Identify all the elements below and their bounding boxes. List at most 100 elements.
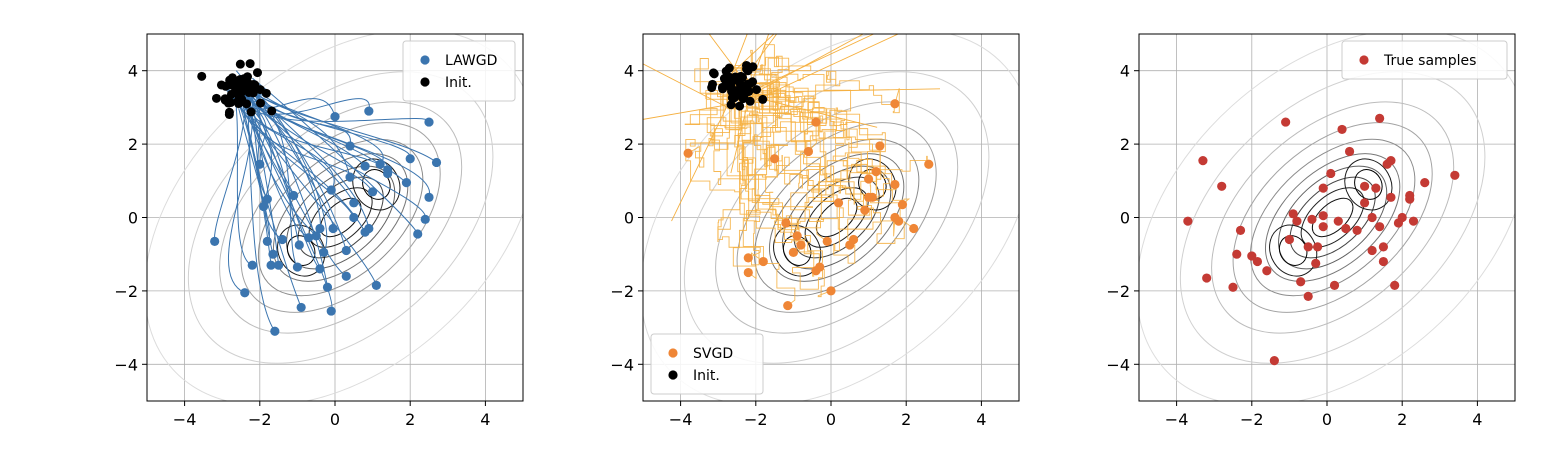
init-point — [220, 95, 230, 105]
sample-points — [683, 99, 934, 311]
data-point — [360, 161, 370, 171]
data-point — [1311, 258, 1321, 268]
data-point — [871, 167, 881, 177]
trajectory-line — [242, 83, 351, 178]
data-point — [924, 159, 934, 169]
init-point — [752, 85, 762, 95]
y-tick-label: −4 — [610, 355, 634, 374]
trajectory-line — [689, 98, 802, 246]
data-point — [364, 106, 374, 116]
data-point — [792, 231, 802, 241]
legend: True samples — [1341, 40, 1508, 80]
init-point — [245, 59, 255, 69]
data-point — [1269, 356, 1279, 366]
y-tick-label: −2 — [610, 282, 634, 301]
data-point — [270, 326, 280, 336]
panel-svgd: −4 −2 0 2 4 −4 −2 0 2 4 SVGD Init. — [610, 33, 1020, 429]
sample-points — [210, 106, 442, 336]
data-point — [1281, 117, 1291, 127]
data-point — [1292, 216, 1302, 226]
data-point — [255, 159, 265, 169]
data-point — [424, 117, 434, 127]
data-point — [1202, 273, 1212, 283]
data-point — [1341, 223, 1351, 234]
data-point — [1333, 216, 1343, 226]
trajectory-line — [250, 95, 370, 115]
init-points — [707, 60, 768, 111]
init-point — [735, 80, 745, 90]
data-point — [1303, 242, 1313, 252]
data-point — [289, 190, 299, 201]
data-point — [897, 200, 908, 210]
data-point — [1183, 216, 1193, 226]
data-point — [341, 271, 351, 281]
data-point — [210, 236, 220, 246]
init-points — [197, 59, 277, 119]
trajectory-line — [744, 83, 910, 205]
data-point — [341, 245, 351, 256]
init-point — [724, 63, 734, 73]
data-point — [890, 99, 900, 109]
contour-line — [352, 158, 401, 211]
data-point — [1217, 181, 1227, 191]
data-point — [1337, 124, 1347, 135]
trajectory-line — [708, 34, 753, 92]
data-point — [292, 262, 302, 272]
trajectory-line — [252, 77, 419, 235]
data-point — [294, 240, 304, 250]
init-point — [726, 100, 736, 110]
init-point — [224, 109, 234, 119]
data-point — [277, 234, 287, 245]
init-point — [197, 71, 207, 81]
init-point — [707, 83, 717, 93]
data-point — [864, 174, 874, 184]
data-point — [322, 282, 333, 292]
data-point — [371, 280, 381, 290]
data-point — [258, 201, 269, 212]
y-tick-label: 4 — [624, 62, 634, 81]
trajectory-line — [233, 82, 355, 204]
data-point — [368, 187, 378, 197]
data-point — [1360, 198, 1370, 208]
data-point — [1262, 266, 1272, 276]
trajectory-line — [756, 34, 875, 90]
contour-line — [286, 235, 316, 266]
data-point — [296, 302, 306, 313]
x-tick-label: 0 — [1322, 410, 1332, 429]
data-point — [1352, 225, 1362, 235]
x-tick-label: −4 — [173, 410, 197, 429]
data-point — [1198, 156, 1208, 166]
data-point — [781, 218, 791, 228]
data-point — [319, 247, 329, 257]
x-tick-label: −4 — [1165, 410, 1189, 429]
data-point — [867, 192, 877, 202]
init-point — [239, 75, 249, 85]
trajectory-line — [243, 81, 370, 229]
data-point — [783, 300, 793, 311]
trajectory-line — [753, 34, 900, 102]
data-point — [909, 223, 919, 234]
x-tick-label: 2 — [1397, 410, 1407, 429]
data-point — [1284, 234, 1294, 245]
legend: LAWGD Init. — [402, 40, 516, 102]
data-point — [311, 231, 321, 241]
trajectory-line — [726, 80, 788, 177]
contour-line — [1269, 224, 1318, 277]
trajectory-line — [752, 34, 865, 95]
y-tick-label: 2 — [624, 135, 634, 154]
data-point — [875, 141, 885, 151]
init-point — [235, 59, 245, 69]
y-tick-label: −4 — [1106, 355, 1130, 374]
contour-line — [1249, 138, 1416, 297]
contour-line — [1289, 176, 1376, 259]
trajectory-line — [246, 85, 437, 163]
trajectory-line — [730, 82, 856, 264]
data-point — [375, 159, 385, 169]
data-point — [860, 205, 870, 215]
data-point — [1296, 277, 1306, 287]
data-point — [1235, 225, 1246, 235]
contour-line — [715, 101, 959, 334]
data-point — [420, 214, 430, 224]
legend-box — [1341, 40, 1508, 80]
